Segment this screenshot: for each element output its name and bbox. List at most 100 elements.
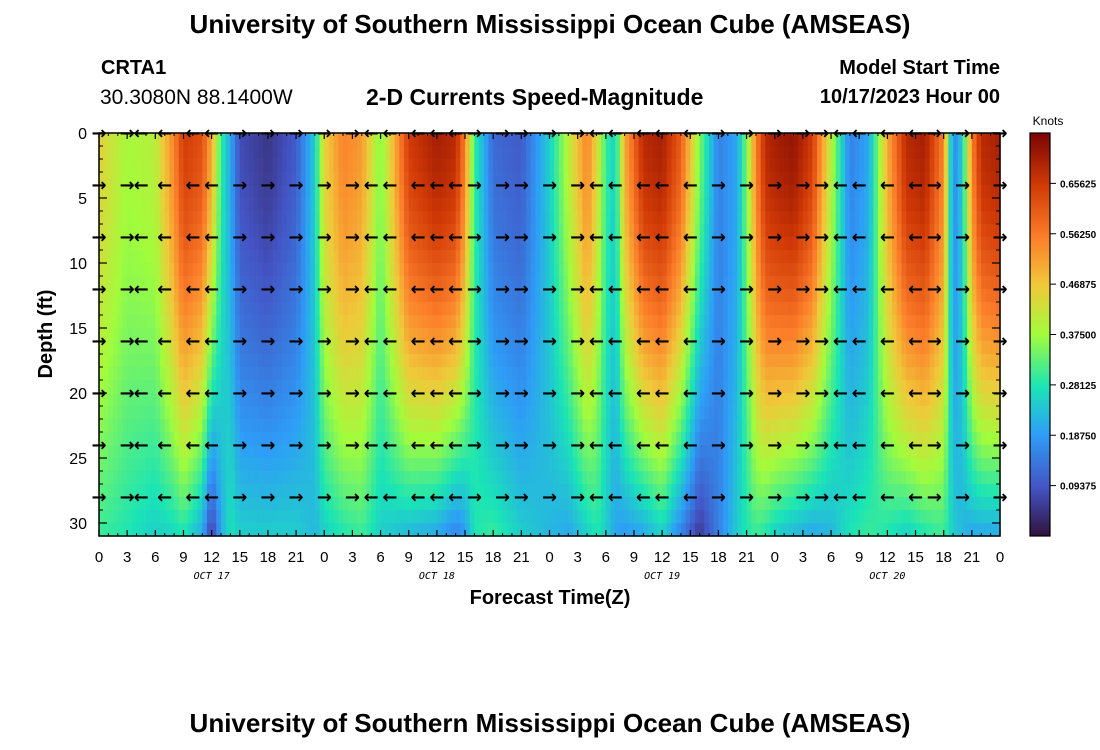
heatmap-cell [441, 198, 447, 212]
heatmap-cell [122, 315, 128, 329]
heatmap-cell [145, 354, 152, 368]
heatmap-cell [399, 445, 405, 459]
heatmap-cell [840, 146, 846, 160]
heatmap-cell [310, 341, 316, 355]
heatmap-cell [460, 497, 466, 511]
heatmap-cell [807, 406, 813, 420]
heatmap-cell [455, 510, 461, 524]
heatmap-cell [577, 224, 583, 238]
heatmap-cell [131, 276, 138, 290]
heatmap-cell [845, 523, 851, 537]
heatmap-cell [394, 380, 400, 394]
heatmap-cell [418, 198, 424, 212]
heatmap-cell [526, 458, 532, 472]
heatmap-cell [544, 159, 551, 173]
heatmap-cell [221, 458, 227, 472]
heatmap-cell [849, 432, 856, 446]
heatmap-cell [483, 263, 490, 277]
heatmap-cell [211, 237, 217, 251]
heatmap-cell [568, 328, 574, 342]
heatmap-cell [277, 250, 283, 264]
heatmap-cell [361, 471, 368, 485]
heatmap-cell [849, 289, 856, 303]
heatmap-cell [596, 172, 602, 186]
heatmap-cell [544, 497, 551, 511]
heatmap-cell [164, 393, 170, 407]
heatmap-cell [558, 406, 565, 420]
heatmap-cell [572, 276, 579, 290]
heatmap-cell [263, 159, 269, 173]
heatmap-cell [286, 237, 292, 251]
heatmap-cell [746, 419, 752, 433]
heatmap-cell [596, 237, 602, 251]
heatmap-cell [488, 315, 494, 329]
heatmap-cell [418, 380, 424, 394]
heatmap-cell [516, 224, 522, 238]
heatmap-cell [291, 133, 297, 147]
heatmap-cell [483, 510, 490, 524]
heatmap-cell [507, 445, 513, 459]
heatmap-cell [183, 497, 189, 511]
heatmap-cell [662, 276, 668, 290]
heatmap-cell [713, 289, 720, 303]
heatmap-cell [319, 458, 325, 472]
heatmap-cell [244, 380, 250, 394]
heatmap-cell [436, 302, 443, 316]
heatmap-cell [183, 224, 189, 238]
heatmap-cell [511, 172, 518, 186]
heatmap-cell [699, 510, 705, 524]
heatmap-cell [155, 445, 161, 459]
heatmap-cell [399, 198, 405, 212]
heatmap-cell [399, 484, 405, 498]
heatmap-cell [826, 146, 832, 160]
heatmap-cell [211, 497, 217, 511]
heatmap-cell [174, 367, 180, 381]
heatmap-cell [760, 367, 766, 381]
heatmap-cell [671, 263, 677, 277]
heatmap-cell [629, 198, 635, 212]
heatmap-cell [460, 354, 466, 368]
heatmap-cell [601, 458, 607, 472]
heatmap-cell [389, 276, 396, 290]
heatmap-cell [474, 146, 480, 160]
heatmap-cell [751, 393, 757, 407]
heatmap-cell [436, 510, 443, 524]
heatmap-cell [568, 211, 574, 225]
heatmap-cell [267, 224, 274, 238]
heatmap-cell [615, 133, 621, 147]
heatmap-cell [324, 354, 330, 368]
heatmap-cell [685, 159, 691, 173]
heatmap-cell [328, 432, 335, 446]
heatmap-cell [676, 354, 682, 368]
heatmap-cell [587, 224, 593, 238]
heatmap-cell [666, 419, 673, 433]
heatmap-cell [347, 510, 353, 524]
heatmap-cell [807, 419, 813, 433]
heatmap-cell [516, 406, 522, 420]
heatmap-cell [235, 289, 241, 303]
heatmap-cell [662, 471, 668, 485]
heatmap-cell [657, 315, 663, 329]
heatmap-cell [258, 224, 264, 238]
heatmap-cell [530, 146, 537, 160]
heatmap-cell [404, 211, 410, 225]
heatmap-cell [192, 237, 199, 251]
heatmap-cell [413, 328, 419, 342]
heatmap-cell [732, 367, 738, 381]
heatmap-cell [385, 393, 391, 407]
heatmap-cell [450, 458, 457, 472]
heatmap-cell [530, 211, 537, 225]
heatmap-cell [385, 250, 391, 264]
heatmap-cell [113, 484, 119, 498]
heatmap-cell [530, 367, 537, 381]
heatmap-cell [197, 445, 203, 459]
heatmap-cell [544, 250, 551, 264]
heatmap-cell [840, 224, 846, 238]
heatmap-cell [197, 198, 203, 212]
heatmap-cell [413, 263, 419, 277]
heatmap-cell [540, 458, 546, 472]
heatmap-cell [831, 419, 837, 433]
heatmap-cell [258, 523, 264, 537]
heatmap-cell [282, 445, 288, 459]
heatmap-cell [713, 354, 720, 368]
